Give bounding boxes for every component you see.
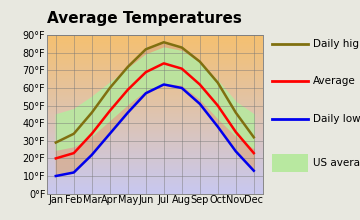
Text: US average: US average: [313, 158, 360, 168]
Text: Daily low: Daily low: [313, 114, 360, 124]
Text: Daily high: Daily high: [313, 39, 360, 49]
Text: Average Temperatures: Average Temperatures: [46, 11, 242, 26]
Text: Average: Average: [313, 76, 356, 86]
